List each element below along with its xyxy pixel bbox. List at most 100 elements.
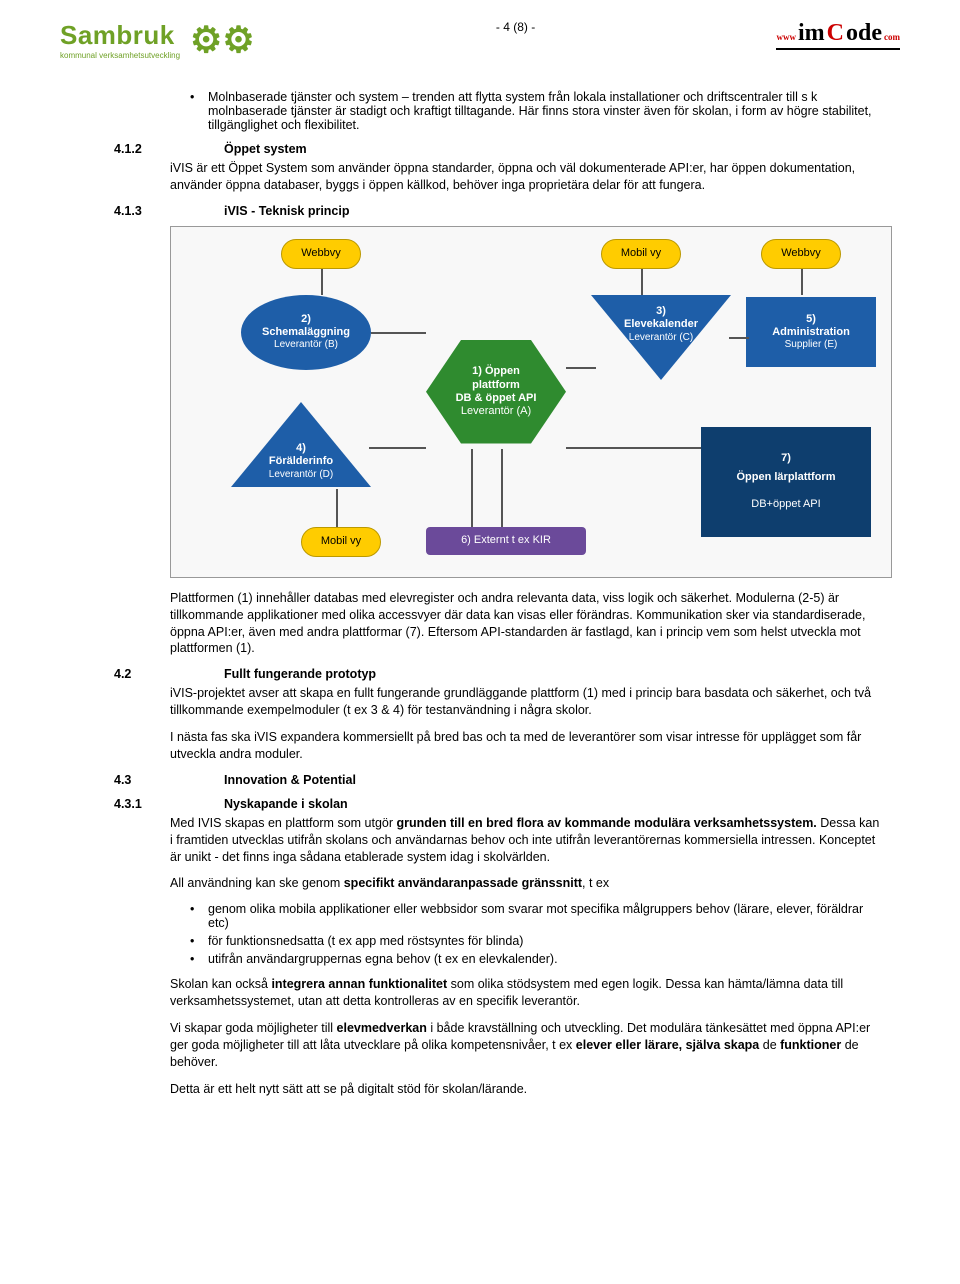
s42-p2: I nästa fas ska iVIS expandera kommersie… [170, 729, 880, 763]
ode-text: ode [846, 20, 882, 47]
t: elevmedverkan [337, 1021, 427, 1035]
n4-l3: Leverantör (D) [269, 469, 333, 480]
logo-imcode: www im C ode com [776, 20, 900, 50]
n4-l2: Förälderinfo [269, 455, 333, 467]
logo-sambruk: Sambruk kommunal verksamhetsutveckling ⚙… [60, 20, 255, 60]
node-1-open-platform: 1) Öppen plattform DB & öppet API Levera… [426, 337, 566, 447]
pill-webbvy-1: Webbvy [281, 239, 361, 269]
s431-p1: Med IVIS skapas en plattform som utgör g… [170, 815, 880, 866]
s431-p2: All användning kan ske genom specifikt a… [170, 875, 880, 892]
n5-l2: Administration [772, 326, 850, 339]
connector [336, 489, 338, 527]
node-4-foralderinfo: 4) Förälderinfo Leverantör (D) [231, 442, 371, 482]
n3-l3: Leverantör (C) [629, 332, 693, 343]
n2-l2: Schemaläggning [262, 326, 350, 339]
section-412-body: iVIS är ett Öppet System som använder öp… [170, 160, 880, 194]
s431-bullets: • genom olika mobila applikationer eller… [190, 902, 880, 966]
n1-l4: Leverantör (A) [461, 405, 531, 418]
n1-l2: plattform [472, 379, 520, 392]
n7-l1: 7) [781, 452, 791, 465]
content: • Molnbaserade tjänster och system – tre… [170, 90, 880, 1098]
section-title: Innovation & Potential [224, 773, 356, 787]
connector [641, 269, 643, 295]
t: All användning kan ske genom [170, 876, 344, 890]
s431-p5: Detta är ett helt nytt sätt att se på di… [170, 1081, 880, 1098]
top-bullet-list: • Molnbaserade tjänster och system – tre… [190, 90, 880, 132]
im-text: im [798, 20, 825, 47]
t: specifikt användaranpassade gränssnitt [344, 876, 582, 890]
n7-l2: Öppen lärplattform [736, 471, 835, 484]
connector [729, 337, 749, 339]
bullet-text: för funktionsnedsatta (t ex app med röst… [208, 934, 523, 948]
pill-mobilvy-1: Mobil vy [601, 239, 681, 269]
section-title: iVIS - Teknisk princip [224, 204, 350, 218]
section-title: Nyskapande i skolan [224, 797, 348, 811]
connector [471, 449, 473, 527]
s431-p4: Vi skapar goda möjligheter till elevmedv… [170, 1020, 880, 1071]
connector [501, 449, 503, 527]
bullet-icon: • [190, 902, 208, 930]
section-num: 4.3.1 [60, 797, 224, 811]
c-text: C [827, 20, 844, 47]
brand-sub: kommunal verksamhetsutveckling [60, 51, 180, 60]
after-diagram-para: Plattformen (1) innehåller databas med e… [170, 590, 880, 658]
pill-webbvy-2: Webbvy [761, 239, 841, 269]
connector [321, 269, 323, 295]
section-num: 4.3 [60, 773, 224, 787]
t: funktioner [780, 1038, 841, 1052]
node-5-administration: 5) Administration Supplier (E) [746, 297, 876, 367]
t: , t ex [582, 876, 609, 890]
connector [566, 367, 596, 369]
n5-l3: Supplier (E) [785, 339, 838, 351]
section-num: 4.2 [60, 667, 224, 681]
section-413: 4.1.3 iVIS - Teknisk princip [170, 204, 880, 218]
n3-l1: 3) [656, 305, 666, 317]
section-42: 4.2 Fullt fungerande prototyp [170, 667, 880, 681]
section-title: Öppet system [224, 142, 307, 156]
node-6-externt: 6) Externt t ex KIR [426, 527, 586, 555]
header: Sambruk kommunal verksamhetsutveckling ⚙… [60, 20, 900, 60]
t: de [759, 1038, 780, 1052]
n2-l3: Leverantör (B) [274, 339, 338, 351]
n3-l2: Elevekalender [624, 318, 698, 330]
section-title: Fullt fungerande prototyp [224, 667, 376, 681]
node-3-elevkalender: 3) Elevekalender Leverantör (C) [591, 305, 731, 345]
t: Skolan kan också [170, 977, 271, 991]
gears-icon: ⚙⚙ [190, 27, 255, 52]
node-2-schemalaggning: 2) Schemaläggning Leverantör (B) [241, 295, 371, 370]
bullet-icon: • [190, 934, 208, 948]
n7-l3: DB+öppet API [751, 498, 820, 511]
brand-text: Sambruk [60, 20, 175, 50]
t: elever eller lärare, själva skapa [576, 1038, 759, 1052]
section-num: 4.1.2 [60, 142, 224, 156]
section-num: 4.1.3 [60, 204, 224, 218]
connector [371, 332, 426, 334]
page-number: - 4 (8) - [255, 20, 777, 34]
pill-mobilvy-2: Mobil vy [301, 527, 381, 557]
section-412: 4.1.2 Öppet system [170, 142, 880, 156]
s42-p1: iVIS-projektet avser att skapa en fullt … [170, 685, 880, 719]
bullet-text: Molnbaserade tjänster och system – trend… [208, 90, 880, 132]
technical-diagram: Webbvy Mobil vy Webbvy 2) Schemaläggning… [170, 226, 892, 578]
t: Vi skapar goda möjligheter till [170, 1021, 337, 1035]
bullet-icon: • [190, 90, 208, 132]
t: grunden till en bred flora av kommande m… [397, 816, 817, 830]
bullet-text: genom olika mobila applikationer eller w… [208, 902, 880, 930]
list-item: • genom olika mobila applikationer eller… [190, 902, 880, 930]
bullet-icon: • [190, 952, 208, 966]
n4-l1: 4) [296, 442, 306, 454]
connector [369, 447, 426, 449]
connector [566, 447, 701, 449]
section-43: 4.3 Innovation & Potential [170, 773, 880, 787]
list-item: • utifrån användargruppernas egna behov … [190, 952, 880, 966]
t: integrera annan funktionalitet [271, 977, 447, 991]
n5-l1: 5) [806, 313, 816, 326]
n1-l1: 1) Öppen [472, 365, 520, 378]
list-item: • för funktionsnedsatta (t ex app med rö… [190, 934, 880, 948]
bullet-text: utifrån användargruppernas egna behov (t… [208, 952, 558, 966]
www-text: www [776, 32, 796, 42]
connector [801, 269, 803, 295]
s431-p3: Skolan kan också integrera annan funktio… [170, 976, 880, 1010]
n1-l3: DB & öppet API [456, 392, 537, 405]
section-431: 4.3.1 Nyskapande i skolan [170, 797, 880, 811]
